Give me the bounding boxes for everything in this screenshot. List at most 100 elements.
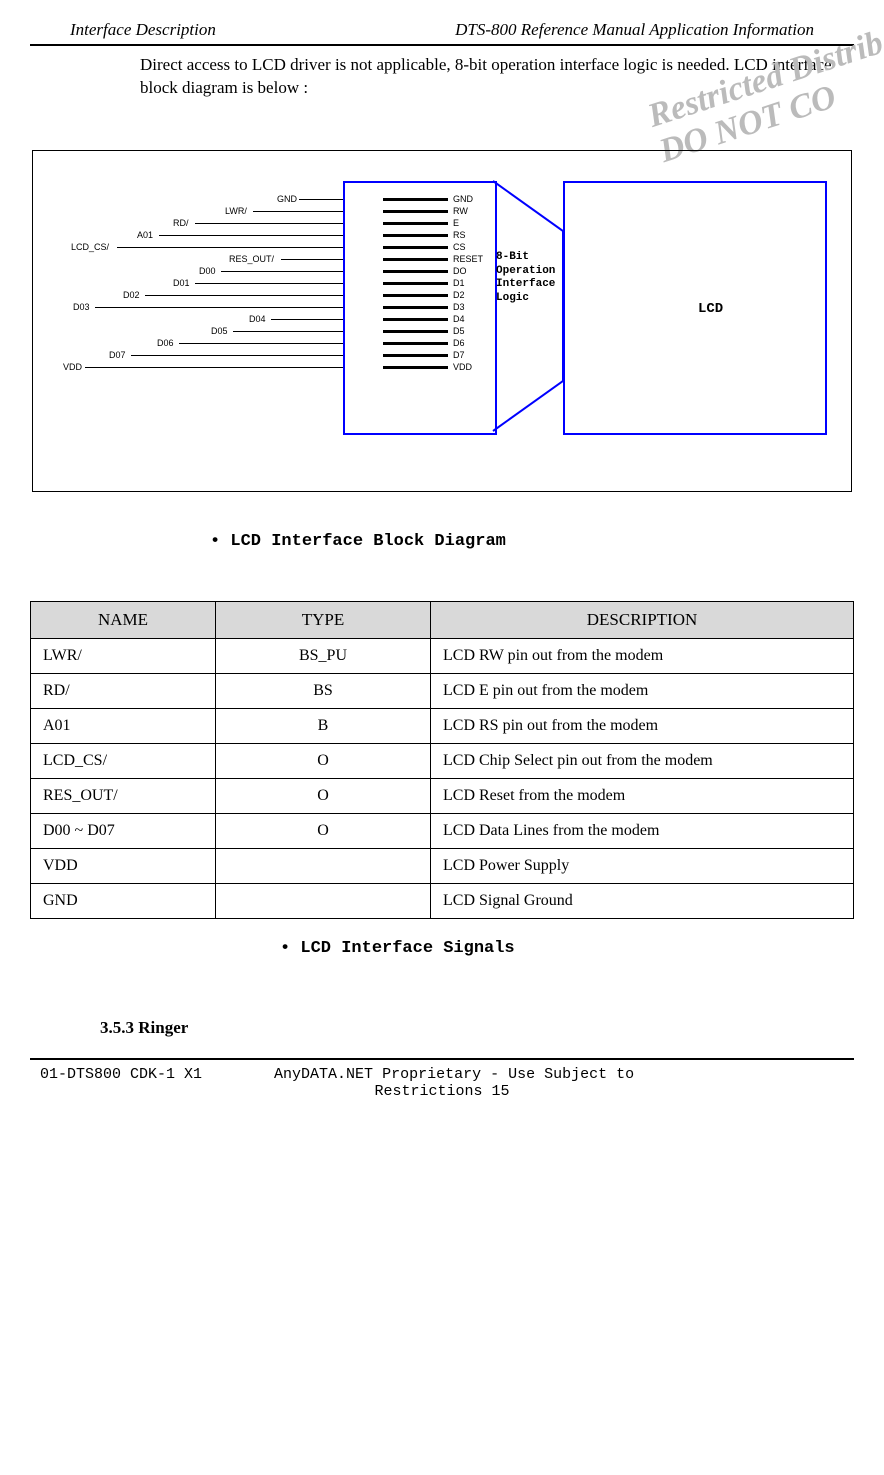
page-header: Interface Description DTS-800 Reference … [30,20,854,44]
bus-label: D2 [453,290,465,300]
th-name: NAME [31,601,216,638]
signal-label: D02 [123,290,140,300]
diagram-caption: • LCD Interface Block Diagram [210,532,854,551]
signal-line [85,367,343,368]
cell-name: RES_OUT/ [31,778,216,813]
cell-name: D00 ~ D07 [31,813,216,848]
bus-bar [383,354,448,357]
bus-bar [383,270,448,273]
signal-label: D04 [249,314,266,324]
signal-line [195,223,343,224]
signal-line [195,283,343,284]
th-desc: DESCRIPTION [431,601,854,638]
cell-type: B [216,708,431,743]
cell-desc: LCD E pin out from the modem [431,673,854,708]
signal-label: D03 [73,302,90,312]
table-row: RD/BSLCD E pin out from the modem [31,673,854,708]
cell-name: LCD_CS/ [31,743,216,778]
table-row: GND LCD Signal Ground [31,883,854,918]
signal-label: D00 [199,266,216,276]
bus-label: VDD [453,362,472,372]
cell-desc: LCD Signal Ground [431,883,854,918]
signal-line [179,343,343,344]
bus-bar [383,282,448,285]
table-row: LCD_CS/OLCD Chip Select pin out from the… [31,743,854,778]
footer-line2: Restrictions 15 [40,1083,844,1100]
table-row: D00 ~ D07OLCD Data Lines from the modem [31,813,854,848]
table-caption: • LCD Interface Signals [280,939,854,958]
bus-bar [383,330,448,333]
bus-bar [383,246,448,249]
signal-line [131,355,343,356]
bus-label: D5 [453,326,465,336]
signal-line [145,295,343,296]
header-left: Interface Description [70,20,216,40]
cell-type: O [216,778,431,813]
header-rule [30,44,854,46]
bus-label: D7 [453,350,465,360]
signal-label: VDD [63,362,82,372]
logic-label: 8-BitOperationInterfaceLogic [496,251,555,306]
signal-line [253,211,343,212]
signal-line [95,307,343,308]
bus-bar [383,366,448,369]
bus-label: GND [453,194,473,204]
bus-bar [383,222,448,225]
cell-name: VDD [31,848,216,883]
block-diagram: GNDLWR/RD/A01LCD_CS/RES_OUT/D00D01D02D03… [32,150,852,492]
signal-label: A01 [137,230,153,240]
cell-type [216,848,431,883]
lcd-label: LCD [698,301,723,317]
cell-name: A01 [31,708,216,743]
bus-bar [383,306,448,309]
table-row: RES_OUT/OLCD Reset from the modem [31,778,854,813]
signal-label: LWR/ [225,206,247,216]
section-heading: 3.5.3 Ringer [100,1018,854,1038]
cell-desc: LCD RW pin out from the modem [431,638,854,673]
signal-label: D01 [173,278,190,288]
bus-bar [383,342,448,345]
bus-bar [383,198,448,201]
footer-right: AnyDATA.NET Proprietary - Use Subject to [274,1066,634,1083]
table-row: VDDLCD Power Supply [31,848,854,883]
signal-line [299,199,343,200]
signal-label: LCD_CS/ [71,242,109,252]
cell-type: BS [216,673,431,708]
table-row: LWR/BS_PULCD RW pin out from the modem [31,638,854,673]
bus-label: D6 [453,338,465,348]
page-footer: 01-DTS800 CDK-1 X1 AnyDATA.NET Proprieta… [30,1064,854,1102]
signal-line [233,331,343,332]
table-header-row: NAME TYPE DESCRIPTION [31,601,854,638]
bus-label: E [453,218,459,228]
cell-name: RD/ [31,673,216,708]
signal-line [281,259,343,260]
connector-poly [493,181,563,431]
th-type: TYPE [216,601,431,638]
bus-label: D1 [453,278,465,288]
cell-desc: LCD Data Lines from the modem [431,813,854,848]
footer-left: 01-DTS800 CDK-1 X1 [40,1066,202,1083]
cell-type: O [216,743,431,778]
signal-label: D06 [157,338,174,348]
cell-type [216,883,431,918]
bus-bar [383,318,448,321]
signal-label: D07 [109,350,126,360]
cell-name: LWR/ [31,638,216,673]
bus-label: RW [453,206,468,216]
cell-name: GND [31,883,216,918]
bus-label: RS [453,230,466,240]
signal-line [159,235,343,236]
signal-label: GND [277,194,297,204]
bus-bar [383,210,448,213]
bus-bar [383,258,448,261]
bus-label: RESET [453,254,483,264]
intro-paragraph: Direct access to LCD driver is not appli… [140,54,844,100]
signal-table: NAME TYPE DESCRIPTION LWR/BS_PULCD RW pi… [30,601,854,919]
cell-desc: LCD Chip Select pin out from the modem [431,743,854,778]
cell-type: BS_PU [216,638,431,673]
signal-label: RD/ [173,218,189,228]
signal-line [271,319,343,320]
header-right: DTS-800 Reference Manual Application Inf… [455,20,814,40]
signal-label: D05 [211,326,228,336]
bus-label: D4 [453,314,465,324]
